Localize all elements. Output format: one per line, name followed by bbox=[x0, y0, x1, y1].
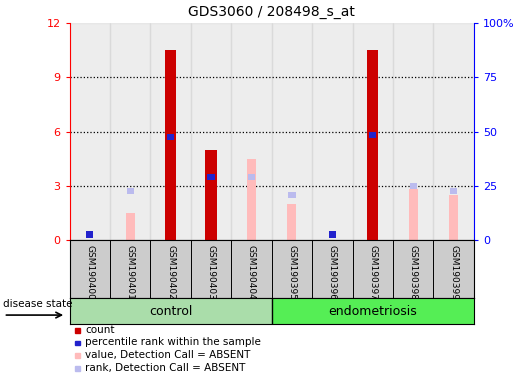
Text: value, Detection Call = ABSENT: value, Detection Call = ABSENT bbox=[85, 350, 250, 360]
Text: GSM190395: GSM190395 bbox=[287, 245, 296, 300]
Bar bbox=[110, 23, 150, 240]
Bar bbox=[287, 204, 296, 240]
Bar bbox=[86, 232, 93, 238]
Text: GSM190402: GSM190402 bbox=[166, 245, 175, 300]
Bar bbox=[272, 298, 474, 324]
Text: GSM190399: GSM190399 bbox=[449, 245, 458, 300]
Bar bbox=[70, 298, 272, 324]
Bar bbox=[205, 150, 217, 240]
Bar bbox=[312, 23, 352, 240]
Text: GSM190396: GSM190396 bbox=[328, 245, 337, 300]
Bar bbox=[248, 174, 255, 180]
Text: control: control bbox=[149, 305, 192, 318]
Bar bbox=[208, 174, 215, 180]
Text: endometriosis: endometriosis bbox=[329, 305, 417, 318]
Bar bbox=[329, 232, 336, 238]
Bar bbox=[191, 23, 231, 240]
Bar bbox=[393, 23, 434, 240]
Text: disease state: disease state bbox=[4, 299, 73, 310]
Bar bbox=[231, 23, 272, 240]
Bar bbox=[288, 192, 296, 198]
Bar bbox=[352, 23, 393, 240]
Bar bbox=[70, 23, 110, 240]
Bar bbox=[367, 50, 379, 240]
Text: GSM190400: GSM190400 bbox=[85, 245, 94, 300]
Bar bbox=[272, 23, 312, 240]
Text: percentile rank within the sample: percentile rank within the sample bbox=[85, 338, 261, 348]
Bar bbox=[409, 189, 418, 240]
Bar bbox=[86, 232, 93, 238]
Text: GSM190404: GSM190404 bbox=[247, 245, 256, 300]
Title: GDS3060 / 208498_s_at: GDS3060 / 208498_s_at bbox=[188, 5, 355, 19]
Text: count: count bbox=[85, 325, 114, 335]
Text: rank, Detection Call = ABSENT: rank, Detection Call = ABSENT bbox=[85, 363, 245, 373]
Bar bbox=[150, 23, 191, 240]
Bar bbox=[450, 188, 457, 194]
Bar bbox=[127, 188, 134, 194]
Text: GSM190403: GSM190403 bbox=[207, 245, 215, 300]
Bar bbox=[247, 159, 256, 240]
Bar bbox=[369, 132, 376, 138]
Bar bbox=[449, 195, 458, 240]
Bar bbox=[167, 134, 174, 140]
Text: GSM190397: GSM190397 bbox=[368, 245, 377, 300]
Bar bbox=[434, 23, 474, 240]
Bar bbox=[126, 213, 134, 240]
Text: GSM190398: GSM190398 bbox=[409, 245, 418, 300]
Text: GSM190401: GSM190401 bbox=[126, 245, 134, 300]
Bar bbox=[165, 50, 176, 240]
Bar bbox=[409, 183, 417, 189]
